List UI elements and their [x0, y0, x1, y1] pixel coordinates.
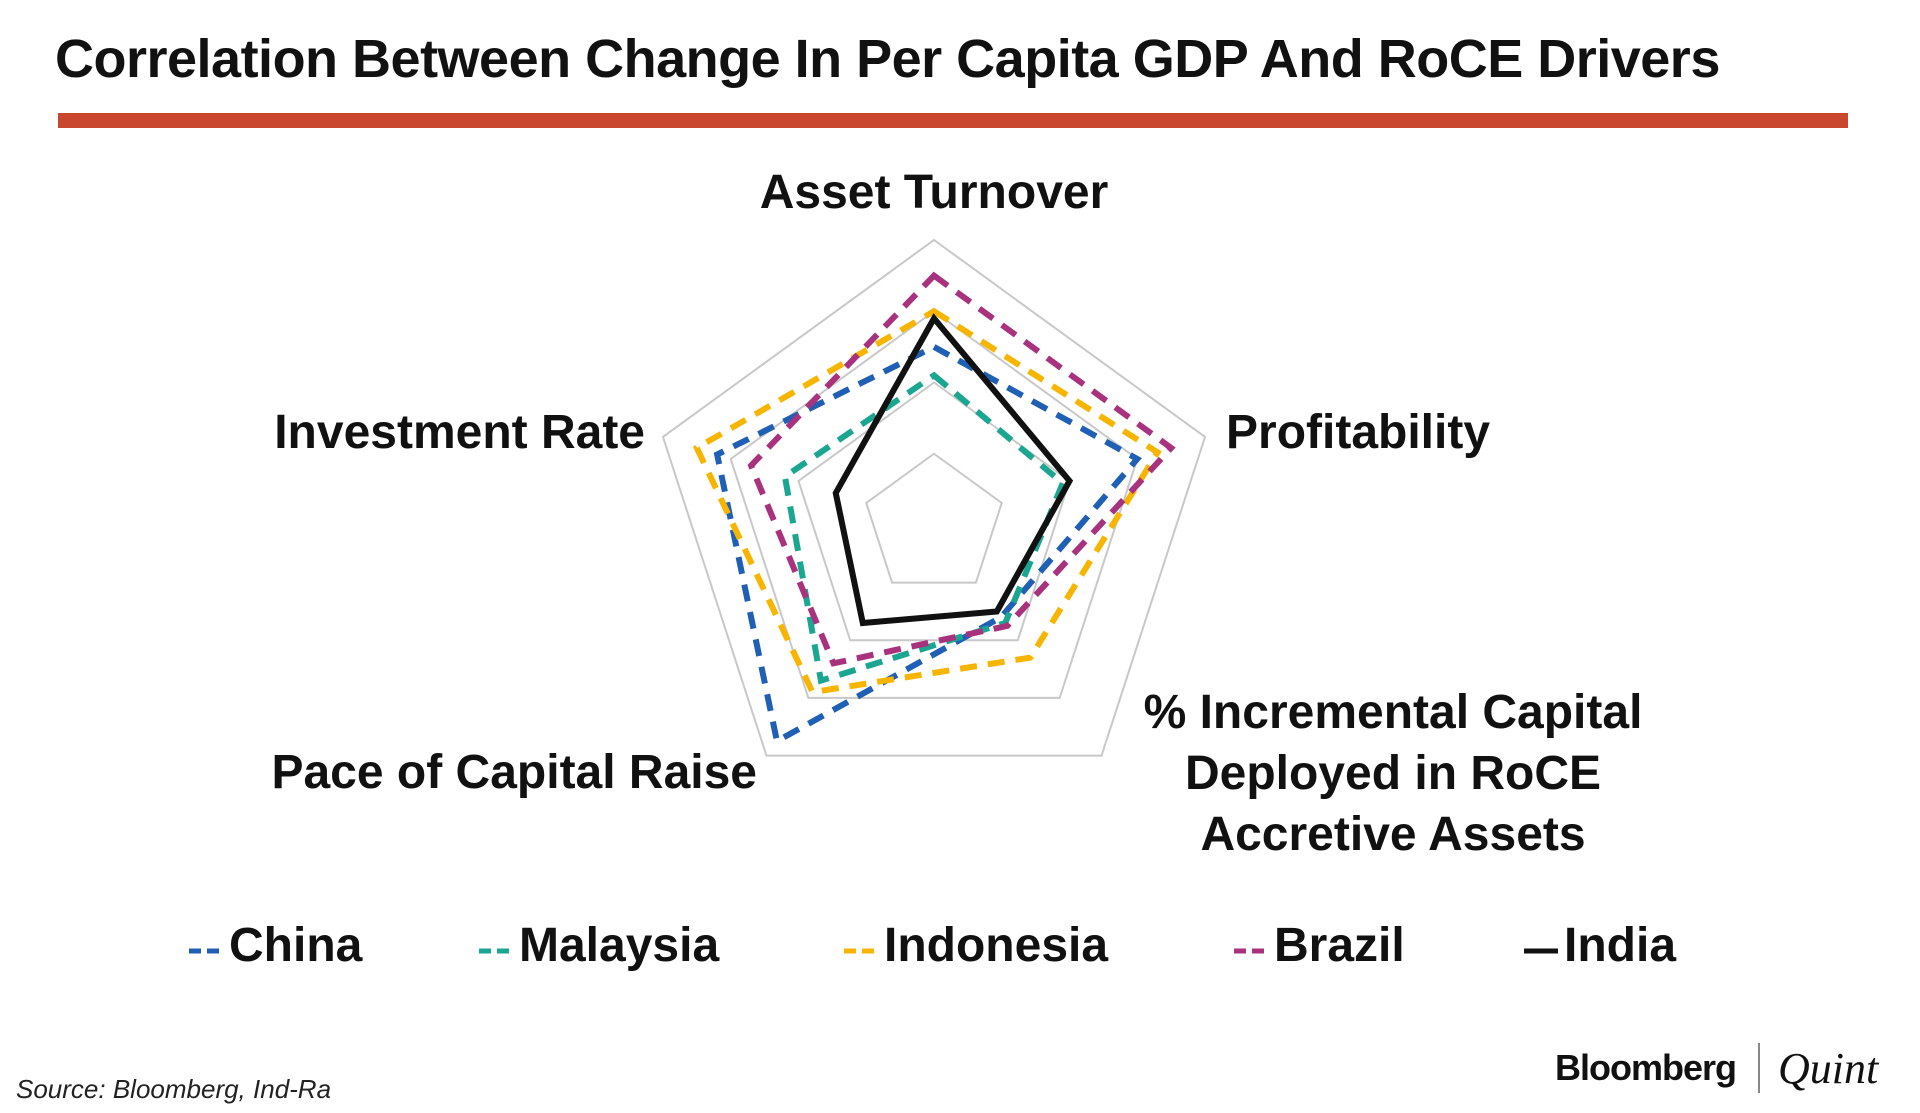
legend-swatch-malaysia [477, 918, 515, 973]
legend-swatch-china [187, 918, 225, 973]
legend-item-china: China [187, 918, 362, 973]
legend-item-brazil: Brazil [1232, 918, 1405, 973]
legend-label-malaysia: Malaysia [519, 919, 720, 972]
legend-swatch-india [1522, 918, 1560, 973]
axis-label-line: Asset Turnover [760, 166, 1109, 219]
legend-line-brazil [1234, 948, 1268, 954]
axis-label-asset-turnover: Asset Turnover [760, 166, 1109, 219]
axis-label-pace-of-capital-raise: Pace of Capital Raise [271, 746, 757, 799]
brand-logo: Bloomberg Quint [1555, 1040, 1878, 1096]
grid-ring-2 [797, 381, 1071, 642]
radar-series [692, 271, 1176, 746]
legend-label-indonesia: Indonesia [884, 919, 1109, 972]
series-brazil [747, 271, 1176, 667]
chart-title: Correlation Between Change In Per Capita… [55, 29, 1720, 89]
series-china [713, 343, 1142, 746]
grid-ring-4 [661, 238, 1207, 757]
grid-ring-1 [865, 452, 1003, 584]
axis-label-line: Deployed in RoCE [1185, 747, 1601, 800]
legend-line-india [1524, 948, 1558, 954]
legend-item-malaysia: Malaysia [477, 918, 719, 973]
source-note: Source: Bloomberg, Ind-Ra [16, 1074, 332, 1104]
legend-label-china: China [229, 919, 363, 972]
axis-label-line: Accretive Assets [1200, 808, 1585, 861]
axis-label-line: Investment Rate [274, 406, 645, 459]
axis-label-incremental-capital-deployed-in-roce-accretive-assets: % Incremental Capital Deployed in RoCE Acc… [1144, 686, 1643, 861]
series-indonesia [692, 307, 1162, 696]
axis-label-profitability: Profitability [1226, 406, 1490, 459]
axis-labels: Asset Turnover Profitability % Incremental… [271, 166, 1642, 861]
brand-primary: Bloomberg [1555, 1047, 1737, 1088]
radar-grid [661, 238, 1207, 757]
legend-swatch-brazil [1232, 918, 1270, 973]
brand-secondary: Quint [1778, 1043, 1879, 1093]
legend-label-india: India [1564, 919, 1677, 972]
title-rule [58, 113, 1848, 128]
legend-line-china [189, 948, 223, 954]
legend-item-india: India [1522, 918, 1676, 973]
brand-divider [1758, 1043, 1761, 1093]
legend-label-brazil: Brazil [1274, 919, 1405, 972]
legend-swatch-indonesia [842, 918, 880, 973]
legend-line-indonesia [844, 948, 878, 954]
legend-line-malaysia [479, 948, 513, 954]
axis-label-line: Profitability [1226, 406, 1490, 459]
axis-label-investment-rate: Investment Rate [274, 406, 645, 459]
legend: China Malaysia Indonesia Brazil India [0, 918, 1920, 988]
axis-label-line: % Incremental Capital [1144, 686, 1643, 739]
axis-label-line: Pace of Capital Raise [271, 746, 757, 799]
legend-item-indonesia: Indonesia [842, 918, 1108, 973]
series-india [832, 313, 1074, 627]
